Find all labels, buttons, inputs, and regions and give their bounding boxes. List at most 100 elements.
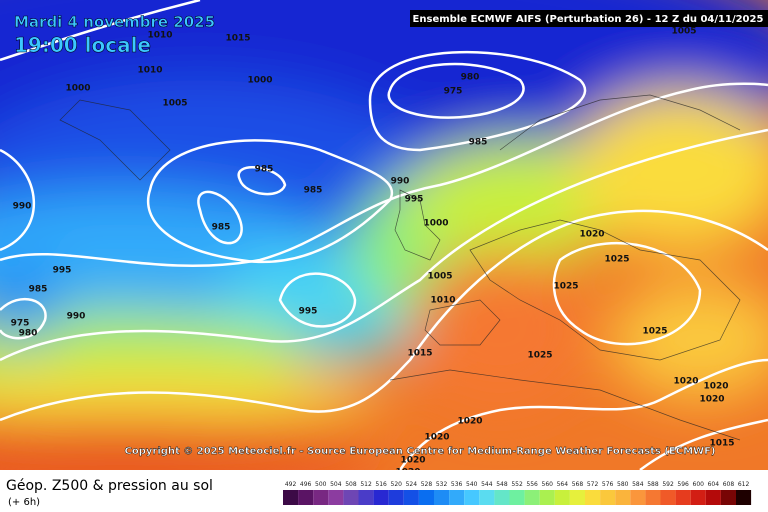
scale-swatch: [298, 490, 314, 505]
scale-label: 552: [511, 481, 523, 488]
scale-label: 564: [557, 481, 569, 488]
scale-swatch: [720, 490, 736, 505]
scale-swatch: [343, 490, 359, 505]
scale-swatch: [418, 490, 434, 505]
scale-label: 588: [647, 481, 659, 488]
isobar-label: 985: [304, 186, 323, 196]
scale-label: 516: [375, 481, 387, 488]
copyright: Copyright © 2025 Meteociel.fr - Source E…: [125, 446, 716, 457]
scale-label: 560: [542, 481, 554, 488]
isobar-label: 1020: [457, 417, 482, 427]
scale-label: 492: [285, 481, 297, 488]
isobar-label: 1005: [162, 99, 187, 109]
isobar-label: 995: [405, 195, 424, 205]
field: 1010 101510101000100010059809759851005985…: [0, 0, 768, 478]
scale-label: 540: [466, 481, 478, 488]
isobar-label: 1005: [427, 272, 452, 282]
run-info: Ensemble ECMWF AIFS (Perturbation 26) - …: [413, 14, 764, 25]
scale-swatch: [524, 490, 540, 505]
isobar-label: 1020: [395, 468, 420, 478]
scale-label: 532: [436, 481, 448, 488]
scale-label: 568: [572, 481, 584, 488]
scale-swatch: [358, 490, 374, 505]
scale-swatch: [373, 490, 389, 505]
isobar-label: 1020: [400, 456, 425, 466]
scale-swatch: [464, 490, 480, 505]
scale-swatch: [283, 490, 299, 505]
isobar-label: 975: [11, 319, 30, 329]
isobars: [0, 0, 768, 470]
isobar-label: 1020: [579, 230, 604, 240]
footer-title: Géop. Z500 & pression au sol: [6, 478, 213, 494]
scale-swatch: [539, 490, 555, 505]
isobar-label: 1015: [709, 439, 734, 449]
isobar-labels: 1010 101510101000100010059809759851005985…: [11, 27, 735, 478]
isobar-label: 1015: [407, 349, 432, 359]
isobar-label: 1000: [247, 76, 272, 86]
scale-swatch: [645, 490, 661, 505]
isobar-label: 980: [461, 73, 480, 83]
run-bar: [410, 10, 768, 27]
scale-swatch: [630, 490, 646, 505]
isobar-label: 985: [212, 223, 231, 233]
scale-label: 500: [315, 481, 327, 488]
scale-label: 580: [617, 481, 629, 488]
scale-label: 600: [693, 481, 705, 488]
scale-swatch: [449, 490, 465, 505]
scale-swatch: [494, 490, 510, 505]
isobar-label: 990: [13, 202, 32, 212]
scale-swatch: [388, 490, 404, 505]
scale-label: 612: [738, 481, 750, 488]
scale-swatch: [328, 490, 344, 505]
scale-label: 512: [360, 481, 372, 488]
isobar-label: 980: [19, 329, 38, 339]
coastlines: [59, 94, 741, 441]
isobar-label: 990: [391, 177, 410, 187]
scale-swatch: [479, 490, 495, 505]
isobar-label: 1015: [225, 34, 250, 44]
isobar-label: 1010: [137, 66, 162, 76]
isobar-label: 1025: [604, 255, 629, 265]
time-label: 19:00 locale: [14, 33, 151, 57]
scale-label: 504: [330, 481, 342, 488]
scale-swatch: [434, 490, 450, 505]
scale-swatch: [736, 490, 752, 505]
scale-swatch: [403, 490, 419, 505]
isobar-label: 1020: [703, 382, 728, 392]
isobar-label: 1025: [527, 351, 552, 361]
scale-label: 604: [708, 481, 720, 488]
scale-swatch: [585, 490, 601, 505]
scale-label: 544: [481, 481, 493, 488]
color-scale: 492 496 500 504 508 512 516 520 524 528 532 536 540 5…: [283, 481, 752, 505]
scale-swatch: [660, 490, 676, 505]
isobar-label: 990: [67, 312, 86, 322]
scale-label: 584: [632, 481, 644, 488]
isobar-label: 1000: [65, 84, 90, 94]
scale-label: 548: [496, 481, 508, 488]
scale-label: 572: [587, 481, 599, 488]
scale-swatch: [600, 490, 616, 505]
isobar-label: 1020: [424, 433, 449, 443]
isobar-label: 1020: [673, 377, 698, 387]
isobar-label: 1025: [642, 327, 667, 337]
isobar-label: 975: [444, 87, 463, 97]
isobar-label: 995: [53, 266, 72, 276]
scale-label: 496: [300, 481, 312, 488]
scale-label: 508: [345, 481, 357, 488]
scale-label: 576: [602, 481, 614, 488]
scale-label: 608: [723, 481, 735, 488]
scale-label: 520: [391, 481, 403, 488]
scale-label: 556: [526, 481, 538, 488]
isobar-label: 1000: [423, 219, 448, 229]
footer-lead: (+ 6h): [8, 497, 40, 508]
date-label: Mardi 4 novembre 2025: [14, 13, 215, 31]
isobar-label: 985: [469, 138, 488, 148]
isobar-label: 995: [299, 307, 318, 317]
isobar-label: 1010: [147, 31, 172, 41]
scale-label: 592: [662, 481, 674, 488]
scale-swatch: [554, 490, 570, 505]
scale-swatch: [615, 490, 631, 505]
isobar-label: 1005: [671, 27, 696, 37]
